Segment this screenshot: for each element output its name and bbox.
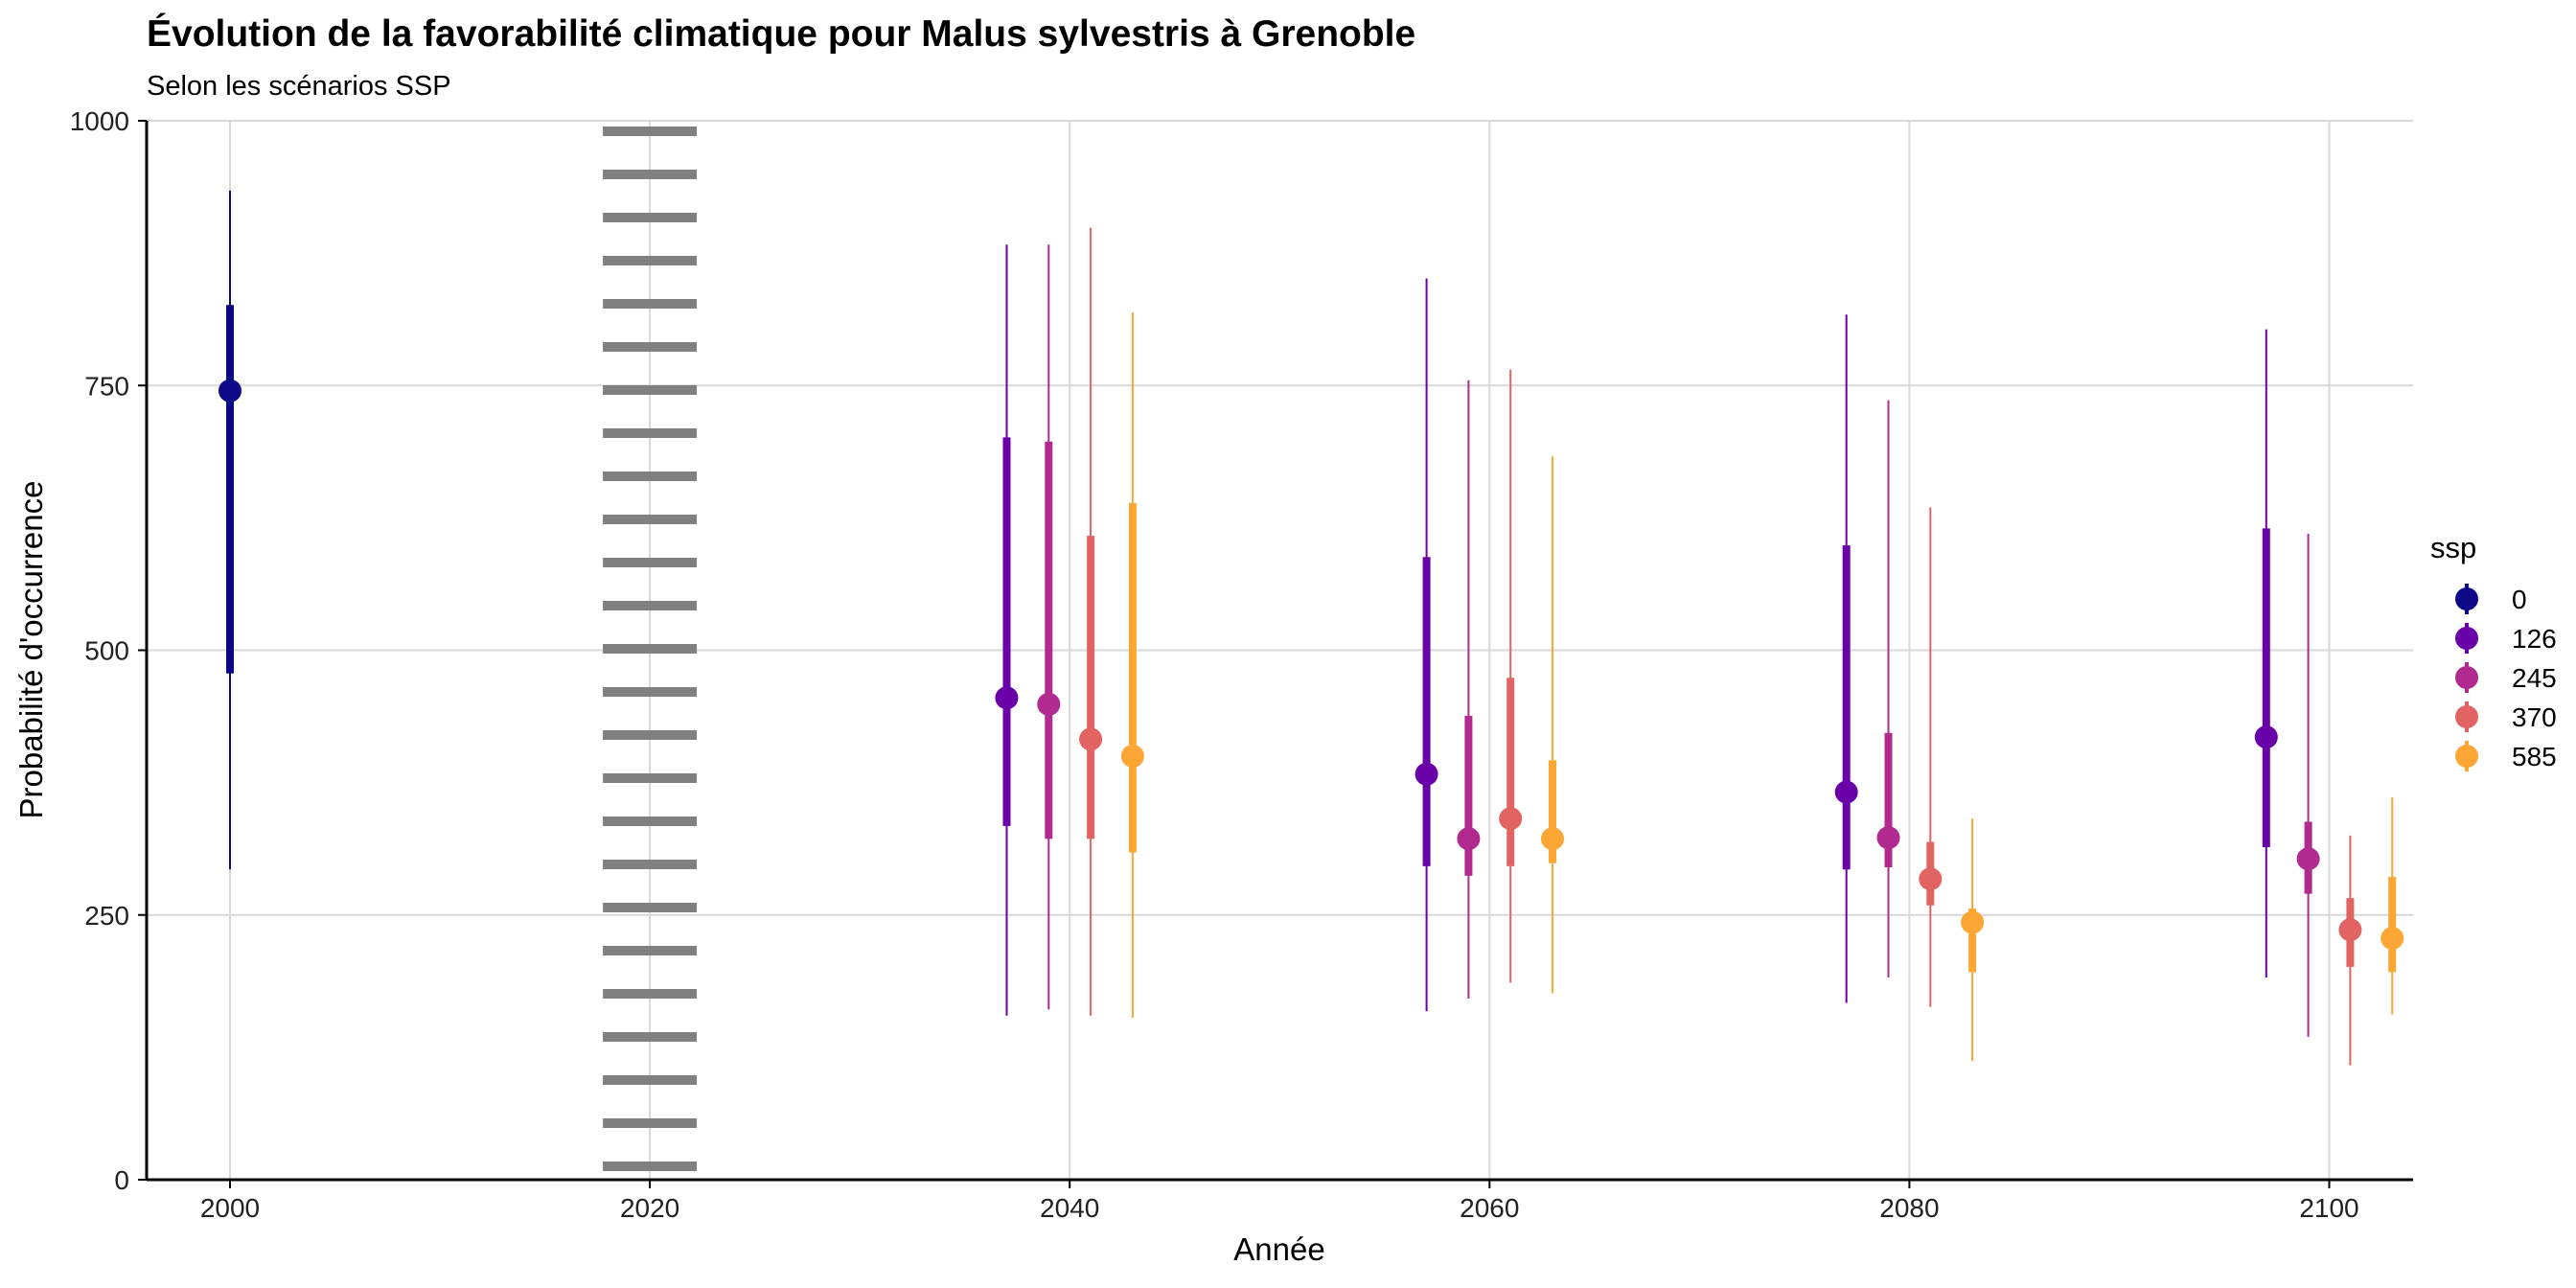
axes: 0 250 500 750 1000 2000 2020 2040 2060 2080 2100 xyxy=(70,106,2413,1223)
data-point xyxy=(1037,692,1061,716)
legend-title: ssp xyxy=(2430,531,2476,564)
x-tick-label: 2060 xyxy=(1460,1193,1519,1223)
x-tick-label: 2100 xyxy=(2299,1193,2358,1223)
x-tick-label: 2020 xyxy=(620,1193,679,1223)
legend-key xyxy=(2455,623,2478,654)
data-point xyxy=(1541,827,1565,851)
legend-key xyxy=(2455,741,2478,771)
y-axis-title: Probabilité d'occurrence xyxy=(13,481,49,819)
data-point xyxy=(2338,918,2362,942)
data-point xyxy=(1499,807,1523,831)
y-tick-label: 1000 xyxy=(70,106,129,136)
plot-marks xyxy=(218,190,2404,1066)
legend-key-point xyxy=(2455,587,2478,610)
grid-lines xyxy=(147,120,2413,1181)
data-point xyxy=(2254,725,2278,749)
legend-label: 245 xyxy=(2512,663,2557,693)
y-tick-label: 500 xyxy=(84,636,129,666)
y-tick-label: 0 xyxy=(114,1165,129,1195)
chart-subtitle: Selon les scénarios SSP xyxy=(147,71,451,102)
y-tick-label: 750 xyxy=(84,371,129,401)
data-point xyxy=(1834,780,1858,804)
data-point xyxy=(2380,927,2404,951)
y-tick-label: 250 xyxy=(84,901,129,931)
data-point xyxy=(1457,827,1481,851)
data-point xyxy=(1961,910,1985,934)
data-point xyxy=(1414,762,1438,786)
data-point xyxy=(1120,745,1144,768)
chart-title: Évolution de la favorabilité climatique … xyxy=(147,12,1415,55)
legend: ssp 0 126 245 370 585 xyxy=(2430,531,2557,771)
data-point xyxy=(995,686,1019,710)
legend-key-point xyxy=(2455,745,2478,768)
data-point xyxy=(1876,826,1900,850)
legend-key-point xyxy=(2455,705,2478,728)
data-point xyxy=(2296,847,2320,871)
legend-key-point xyxy=(2455,627,2478,650)
data-point xyxy=(1079,727,1103,751)
legend-label: 0 xyxy=(2512,585,2527,614)
legend-label: 370 xyxy=(2512,702,2557,732)
legend-key xyxy=(2455,702,2478,732)
legend-key xyxy=(2455,662,2478,693)
data-point xyxy=(1919,867,1943,891)
x-tick-label: 2000 xyxy=(200,1193,260,1223)
legend-key-point xyxy=(2455,666,2478,689)
x-axis-title: Année xyxy=(1233,1231,1324,1267)
legend-label: 585 xyxy=(2512,742,2557,771)
legend-key xyxy=(2455,584,2478,614)
legend-label: 126 xyxy=(2512,624,2557,654)
x-tick-label: 2080 xyxy=(1879,1193,1939,1223)
data-point xyxy=(218,379,242,402)
x-tick-label: 2040 xyxy=(1040,1193,1099,1223)
